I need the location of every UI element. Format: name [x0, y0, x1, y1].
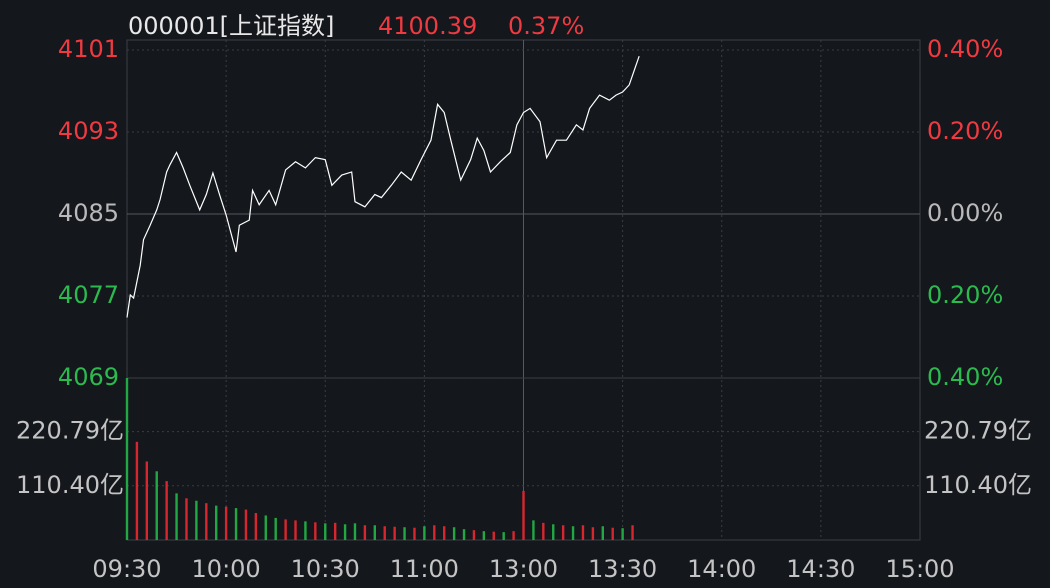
chart-title: 000001[上证指数]	[128, 12, 334, 40]
volume-bar	[333, 522, 337, 540]
volume-bar	[433, 525, 436, 540]
volume-tick-label-right: 220.79亿	[924, 417, 1032, 445]
volume-bar	[532, 520, 535, 540]
volume-bar	[423, 526, 426, 540]
volume-bar	[492, 531, 495, 540]
volume-bar	[254, 513, 258, 540]
volume-bar	[472, 530, 476, 540]
volume-bar	[363, 525, 367, 540]
x-tick-label: 14:00	[687, 555, 756, 583]
volume-bar	[264, 515, 267, 540]
y2-tick-label: 0.20%	[927, 117, 1003, 145]
volume-bar	[601, 526, 604, 540]
x-tick-label: 14:30	[786, 555, 855, 583]
y2-tick-label: 0.40%	[927, 35, 1003, 63]
volume-bar	[621, 528, 624, 540]
volume-tick-label: 110.40亿	[16, 471, 124, 499]
volume-bar	[512, 531, 515, 540]
x-tick-label: 13:30	[588, 555, 657, 583]
volume-bar	[274, 517, 277, 540]
price-line	[126, 55, 640, 318]
volume-bar	[561, 525, 565, 540]
volume-bar	[135, 441, 139, 540]
last-price: 4100.39	[378, 12, 477, 40]
volume-bar	[462, 529, 466, 540]
x-tick-label: 13:00	[489, 555, 558, 583]
volume-bar	[205, 503, 208, 540]
volume-bar	[155, 471, 158, 540]
y-tick-label: 4093	[58, 117, 119, 145]
volume-bar	[571, 526, 575, 540]
volume-bar	[482, 531, 486, 540]
volume-bar	[314, 522, 317, 540]
volume-bar	[373, 525, 377, 540]
volume-bar	[343, 524, 347, 540]
volume-bar	[234, 508, 238, 540]
y-tick-label: 4077	[58, 281, 119, 309]
volume-bar	[324, 523, 327, 540]
y2-tick-label: 0.20%	[927, 281, 1003, 309]
volume-bar	[552, 524, 555, 540]
change-percent: 0.37%	[508, 12, 584, 40]
volume-bar	[611, 527, 614, 540]
y2-tick-label: 0.40%	[927, 363, 1003, 391]
volume-bar	[383, 526, 386, 540]
volume-bar	[284, 519, 287, 540]
volume-bar	[294, 520, 297, 540]
volume-bar	[224, 506, 228, 540]
volume-bar	[125, 378, 129, 540]
volume-bar	[244, 509, 248, 540]
volume-bar	[215, 505, 218, 540]
y-tick-label: 4101	[58, 35, 119, 63]
volume-bar	[393, 526, 396, 540]
x-tick-label: 09:30	[92, 555, 161, 583]
x-tick-label: 11:00	[390, 555, 459, 583]
volume-bar	[502, 532, 505, 540]
volume-bar	[165, 481, 168, 540]
volume-bar	[353, 523, 357, 540]
x-tick-label: 10:30	[291, 555, 360, 583]
volume-bar	[145, 461, 149, 540]
volume-bar	[452, 527, 456, 540]
volume-bar	[413, 527, 416, 540]
volume-bar	[195, 500, 198, 540]
volume-bar	[403, 527, 406, 540]
volume-bar	[542, 522, 545, 540]
volume-tick-label: 220.79亿	[16, 417, 124, 445]
volume-bar	[304, 521, 307, 540]
y2-tick-label: 0.00%	[927, 199, 1003, 227]
volume-bar	[522, 490, 525, 540]
volume-tick-label-right: 110.40亿	[924, 471, 1032, 499]
y-tick-label: 4085	[58, 199, 119, 227]
volume-bar	[443, 526, 446, 540]
x-tick-label: 15:00	[885, 555, 954, 583]
y-tick-label: 4069	[58, 363, 119, 391]
volume-bar	[631, 525, 634, 540]
volume-bar	[185, 498, 188, 540]
volume-bar	[591, 527, 595, 540]
volume-bar	[581, 525, 585, 540]
x-tick-label: 10:00	[192, 555, 261, 583]
volume-bar	[175, 493, 178, 540]
